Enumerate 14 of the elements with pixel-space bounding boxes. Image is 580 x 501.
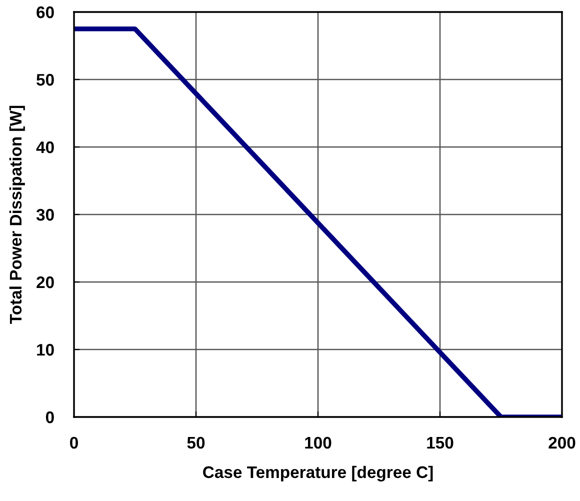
y-tick-label: 10 bbox=[37, 344, 54, 356]
x-tick-label: 100 bbox=[305, 436, 332, 449]
x-axis-title: Case Temperature [degree C] bbox=[203, 466, 433, 482]
x-tick-label: 200 bbox=[548, 436, 576, 449]
x-tick-label: 0 bbox=[70, 436, 78, 449]
y-tick-label: 40 bbox=[36, 141, 54, 154]
y-axis-title: Total Power Dissipation [W] bbox=[9, 106, 25, 324]
y-tick-label: 30 bbox=[36, 208, 54, 221]
x-tick-label: 150 bbox=[427, 436, 454, 449]
y-tick-label: 60 bbox=[36, 6, 54, 18]
y-tick-label: 50 bbox=[36, 74, 54, 86]
x-tick-label: 50 bbox=[187, 436, 205, 449]
y-tick-label: 0 bbox=[46, 411, 54, 424]
y-tick-label: 20 bbox=[36, 276, 54, 288]
